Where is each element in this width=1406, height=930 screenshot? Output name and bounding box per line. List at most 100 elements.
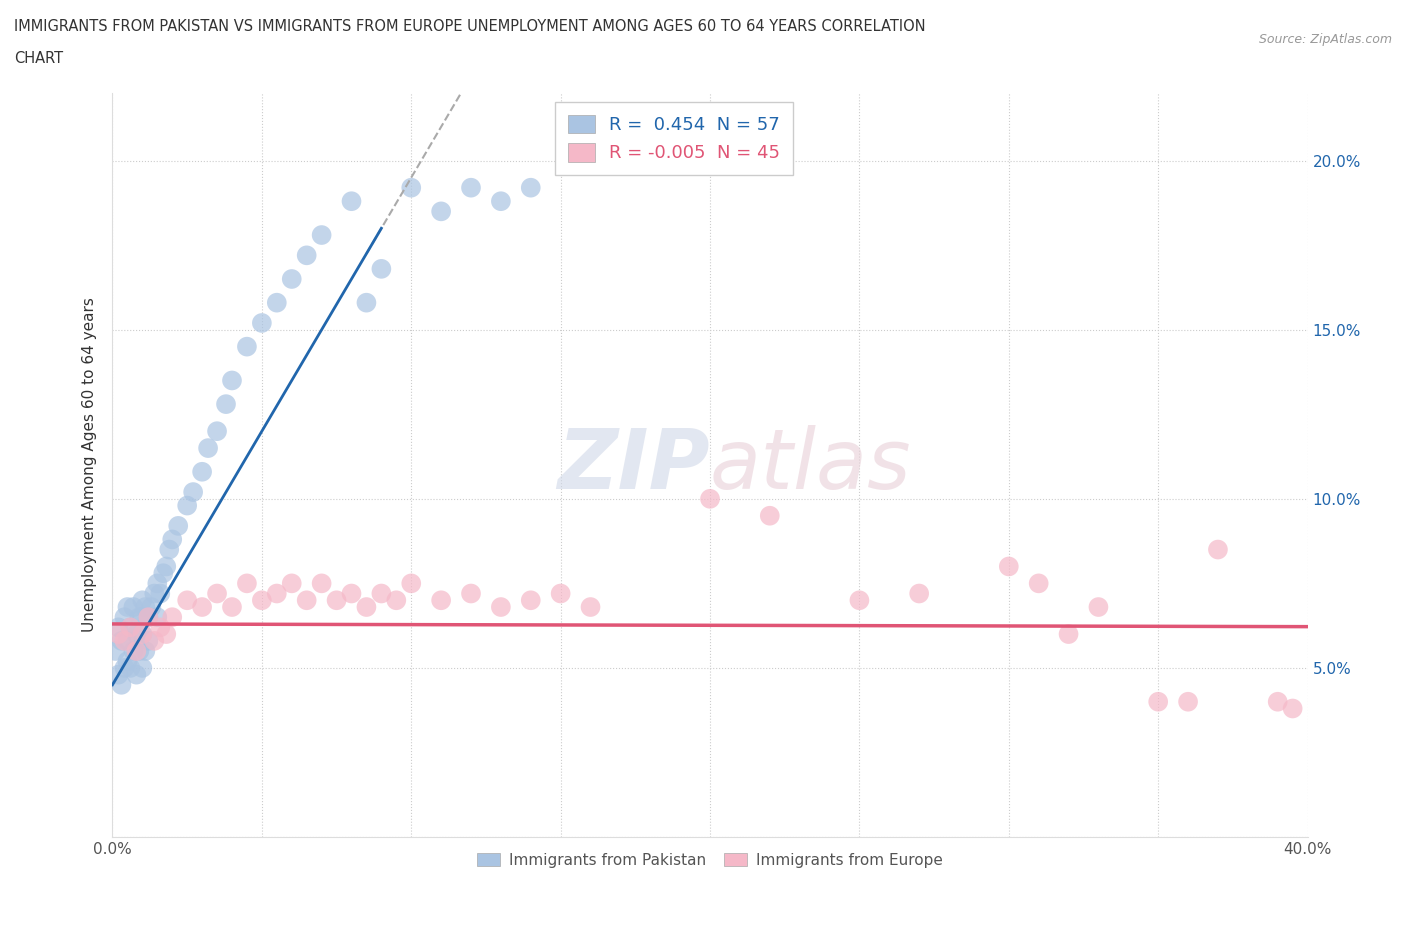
Point — [138, 610, 160, 625]
Point — [401, 576, 423, 591]
Point — [131, 592, 153, 607]
Point — [155, 559, 177, 574]
Point — [114, 633, 135, 648]
Point — [1206, 542, 1229, 557]
Text: Source: ZipAtlas.com: Source: ZipAtlas.com — [1258, 33, 1392, 46]
Point — [385, 592, 408, 607]
Point — [120, 620, 142, 635]
Point — [143, 586, 166, 601]
Point — [236, 339, 259, 354]
Text: CHART: CHART — [14, 51, 63, 66]
Point — [138, 633, 160, 648]
Point — [699, 491, 721, 506]
Point — [122, 644, 145, 658]
Point — [520, 180, 543, 195]
Point — [138, 610, 160, 625]
Point — [1147, 695, 1170, 710]
Point — [1267, 695, 1289, 710]
Point — [176, 498, 198, 513]
Point — [104, 644, 127, 658]
Point — [998, 559, 1021, 574]
Point — [460, 180, 482, 195]
Point — [107, 620, 129, 635]
Point — [131, 627, 153, 642]
Point — [122, 600, 145, 615]
Y-axis label: Unemployment Among Ages 60 to 64 years: Unemployment Among Ages 60 to 64 years — [82, 298, 97, 632]
Point — [266, 295, 288, 310]
Point — [205, 424, 228, 439]
Point — [162, 610, 183, 625]
Text: ZIP: ZIP — [557, 424, 710, 506]
Point — [311, 576, 333, 591]
Point — [149, 586, 172, 601]
Point — [579, 600, 602, 615]
Point — [125, 667, 148, 682]
Point — [908, 586, 931, 601]
Point — [759, 509, 782, 524]
Point — [110, 677, 132, 692]
Point — [131, 610, 153, 625]
Point — [125, 627, 148, 642]
Point — [131, 660, 153, 675]
Point — [1177, 695, 1199, 710]
Point — [489, 600, 512, 615]
Point — [281, 272, 304, 286]
Point — [848, 592, 870, 607]
Point — [128, 644, 150, 658]
Point — [1028, 576, 1050, 591]
Point — [340, 193, 363, 208]
Point — [110, 633, 132, 648]
Point — [134, 600, 156, 615]
Text: atlas: atlas — [710, 424, 911, 506]
Point — [107, 667, 129, 682]
Point — [295, 592, 318, 607]
Point — [1281, 701, 1303, 716]
Point — [356, 295, 378, 310]
Point — [117, 654, 139, 669]
Point — [167, 518, 190, 533]
Point — [146, 576, 169, 591]
Point — [157, 542, 180, 557]
Point — [152, 565, 174, 580]
Point — [311, 228, 333, 243]
Point — [114, 610, 135, 625]
Point — [197, 441, 219, 456]
Point — [205, 586, 228, 601]
Point — [1057, 627, 1080, 642]
Point — [340, 586, 363, 601]
Point — [117, 633, 139, 648]
Point — [107, 627, 129, 642]
Point — [215, 397, 238, 412]
Point — [356, 600, 378, 615]
Point — [489, 193, 512, 208]
Point — [191, 600, 214, 615]
Point — [120, 660, 142, 675]
Point — [250, 315, 273, 330]
Point — [295, 248, 318, 263]
Point — [143, 633, 166, 648]
Point — [181, 485, 204, 499]
Text: IMMIGRANTS FROM PAKISTAN VS IMMIGRANTS FROM EUROPE UNEMPLOYMENT AMONG AGES 60 TO: IMMIGRANTS FROM PAKISTAN VS IMMIGRANTS F… — [14, 19, 925, 33]
Point — [162, 532, 183, 547]
Point — [149, 620, 172, 635]
Legend: Immigrants from Pakistan, Immigrants from Europe: Immigrants from Pakistan, Immigrants fro… — [471, 846, 949, 874]
Point — [221, 600, 243, 615]
Point — [520, 592, 543, 607]
Point — [325, 592, 347, 607]
Point — [550, 586, 572, 601]
Point — [430, 204, 453, 219]
Point — [236, 576, 259, 591]
Point — [281, 576, 304, 591]
Point — [134, 644, 156, 658]
Point — [191, 464, 214, 479]
Point — [141, 600, 163, 615]
Point — [221, 373, 243, 388]
Point — [401, 180, 423, 195]
Point — [1087, 600, 1109, 615]
Point — [114, 660, 135, 675]
Point — [146, 610, 169, 625]
Point — [430, 592, 453, 607]
Point — [176, 592, 198, 607]
Point — [370, 586, 392, 601]
Point — [250, 592, 273, 607]
